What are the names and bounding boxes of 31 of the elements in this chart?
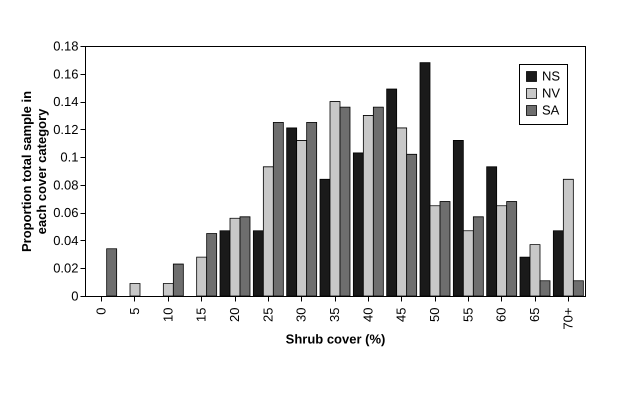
x-tick-label: 60 <box>494 308 509 322</box>
y-tick-label: 0 <box>71 288 78 304</box>
x-tick-label: 50 <box>427 308 442 322</box>
x-tick-label: 70+ <box>560 308 576 330</box>
x-tick-label: 30 <box>294 308 309 322</box>
y-tick-label: 0.12 <box>53 122 78 137</box>
y-tick-label: 0.08 <box>53 177 78 192</box>
y-tick-label: 0.04 <box>53 232 78 248</box>
y-tick-label: 0.02 <box>53 260 78 276</box>
y-tick-label: 0.18 <box>53 38 78 54</box>
y-tick-label: 0.1 <box>60 150 78 165</box>
legend-label: NS <box>542 68 560 84</box>
x-tick-label: 35 <box>327 308 342 322</box>
x-tick-label: 55 <box>460 308 476 322</box>
x-tick-label: 65 <box>527 308 542 322</box>
legend-label: SA <box>542 102 560 118</box>
y-tick-label: 0.14 <box>53 94 78 110</box>
bar <box>106 248 118 296</box>
y-tick-label: 0.16 <box>53 66 78 82</box>
x-tick-label: 40 <box>360 308 376 322</box>
x-tick-label: 25 <box>260 308 276 322</box>
x-tick-label: 45 <box>394 308 409 322</box>
x-tick-label: 0 <box>94 308 109 315</box>
x-tick-label: 10 <box>160 308 176 322</box>
y-tick-label: 0.06 <box>53 205 78 220</box>
x-tick-label: 15 <box>194 308 209 322</box>
x-tick-label: 20 <box>227 308 242 322</box>
x-tick-label: 5 <box>127 308 142 315</box>
x-axis-title: Shrub cover (%) <box>286 332 386 347</box>
y-axis-title: Proportion total sample in each cover category <box>19 90 50 252</box>
legend-label: NV <box>542 86 560 100</box>
